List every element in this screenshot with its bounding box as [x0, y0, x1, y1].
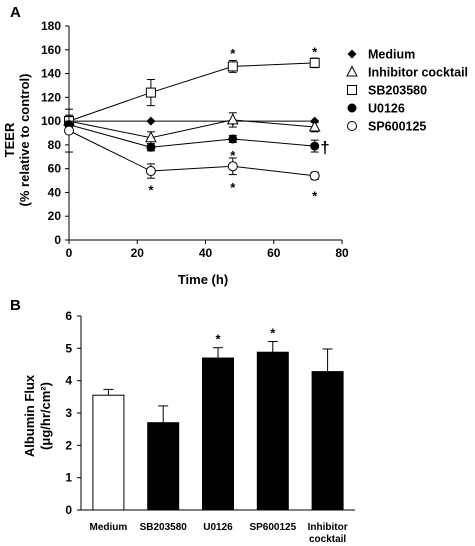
legend-entry-u0126: U0126 [368, 102, 405, 116]
bar-sp600125 [256, 351, 289, 511]
panel-a-y-tick-label: 60 [48, 162, 62, 176]
data-point-inhibitor-cocktail [308, 120, 321, 132]
panel-a-x-tick-label: 40 [199, 246, 213, 260]
significance-star: * [312, 45, 318, 60]
significance-star: * [230, 180, 236, 195]
panel-a-x-tick-label: 80 [335, 246, 349, 260]
panel-a-x-tick-label: 0 [66, 246, 73, 260]
data-point-sb203580 [227, 61, 238, 72]
significance-star: * [230, 46, 236, 61]
bar-group-sp600125: * [256, 326, 289, 511]
panel-a-y-tick-label: 140 [41, 67, 61, 81]
data-point-sb203580 [309, 57, 320, 68]
bar-group-medium [92, 388, 125, 511]
legend-marker-sp600125 [347, 121, 357, 131]
panel-a-label: A [10, 4, 21, 21]
panel-b-y-tick-label: 1 [65, 471, 72, 485]
panel-b-y-label-line-1: Albumin Flux [22, 374, 37, 457]
bar-medium [92, 394, 125, 511]
panel-a-y-tick-label: 120 [41, 90, 61, 104]
series-inhibitor-cocktail [63, 112, 321, 145]
significance-star: * [270, 326, 276, 341]
panel-a-y-tick-label: 40 [48, 185, 62, 199]
data-point-u0126 [310, 141, 320, 151]
panel-b-bars: * * [92, 326, 344, 511]
panel-a-x-tick-label: 20 [131, 246, 145, 260]
data-point-u0126 [146, 142, 156, 152]
panel-b-label: B [10, 297, 21, 314]
legend-marker-medium [347, 49, 357, 59]
bar-sb203580 [147, 422, 180, 511]
data-point-sp600125 [309, 170, 320, 181]
significance-star: * [230, 148, 236, 163]
legend-entry-medium: Medium [368, 48, 415, 62]
panel-a-y-tick-label: 180 [41, 19, 61, 33]
series-sp600125 [64, 108, 320, 181]
category-label-inhibitor-cocktail: cocktail [309, 534, 346, 545]
legend-marker-sb203580 [347, 85, 357, 95]
category-label-medium: Medium [90, 522, 128, 533]
data-point-sp600125 [145, 166, 156, 177]
panel-b-category-labels: Medium SB203580 U0126 SP600125 Inhibitorcock… [90, 522, 348, 545]
panel-a-y-tick-label: 80 [48, 138, 62, 152]
panel-a-ticks: 0 20 40 60 80 100 120 140 160 180 0 20 40 60 80 [41, 19, 349, 260]
series-line-inhibitor-cocktail [68, 119, 315, 139]
panel-a-legend: Medium Inhibitor cocktail SB203580 U0126 SP6… [346, 48, 468, 134]
panel-a-x-tick-label: 60 [267, 246, 281, 260]
legend-entry-inhibitor-cocktail: Inhibitor cocktail [368, 66, 468, 80]
panel-a-y-tick-label: 20 [48, 209, 62, 223]
series-line-sb203580 [68, 62, 315, 122]
panel-a-y-tick-label: 0 [54, 233, 61, 247]
significance-star: * [312, 188, 318, 203]
data-point-sb203580 [145, 87, 156, 98]
series-line-u0126 [68, 124, 315, 148]
data-point-sp600125 [64, 125, 74, 136]
panel-b-ticks: 0 1 2 3 4 5 6 [65, 309, 81, 517]
category-label-inhibitor-cocktail: Inhibitor [308, 522, 348, 533]
bar-group-sb203580 [147, 405, 180, 511]
panel-a-y-tick-label: 100 [41, 114, 61, 128]
bar-group-u0126: * [202, 332, 234, 511]
category-label-sb203580: SB203580 [140, 522, 188, 533]
significance-star: * [148, 183, 154, 198]
panel-b-y-tick-label: 6 [65, 309, 72, 323]
legend-entry-sp600125: SP600125 [368, 120, 426, 134]
data-point-medium [146, 116, 156, 126]
panel-a-axes [68, 26, 342, 241]
panel-a-series [63, 57, 321, 181]
bar-inhibitor-cocktail [311, 371, 344, 511]
data-point-inhibitor-cocktail [226, 113, 239, 125]
category-label-sp600125: SP600125 [249, 522, 296, 533]
panel-a-y-tick-label: 160 [41, 43, 61, 57]
panel-a-y-label-line-1: TEER [2, 122, 17, 157]
panel-a-line-chart: A TEER (% relative to control) Time (h) … [2, 4, 468, 287]
dagger-annotation: † [320, 138, 329, 157]
panel-a-annotations: * * * * * * † [148, 45, 329, 204]
legend-marker-inhibitor-cocktail [346, 65, 358, 77]
bar-u0126 [202, 357, 234, 511]
significance-star: * [215, 332, 221, 347]
panel-b-y-tick-label: 5 [65, 341, 72, 355]
panel-b-y-label-line-2: (μg/hr/cm²) [38, 382, 53, 450]
series-sb203580 [64, 57, 320, 127]
data-point-sp600125 [227, 161, 238, 172]
data-point-inhibitor-cocktail [145, 131, 157, 143]
legend-entry-sb203580: SB203580 [368, 84, 427, 98]
series-line-sp600125 [68, 130, 315, 177]
panel-b-y-tick-label: 2 [65, 438, 72, 452]
data-point-u0126 [228, 134, 238, 144]
panel-b-y-tick-label: 0 [65, 503, 72, 517]
panel-b-y-tick-label: 4 [65, 374, 72, 388]
bar-group-inhibitor-cocktail [311, 348, 344, 511]
panel-a-x-label: Time (h) [178, 272, 228, 287]
panel-a-y-label-line-2: (% relative to control) [17, 74, 32, 207]
category-label-u0126: U0126 [203, 522, 233, 533]
legend-marker-u0126 [347, 103, 357, 113]
panel-b-y-tick-label: 3 [65, 406, 72, 420]
